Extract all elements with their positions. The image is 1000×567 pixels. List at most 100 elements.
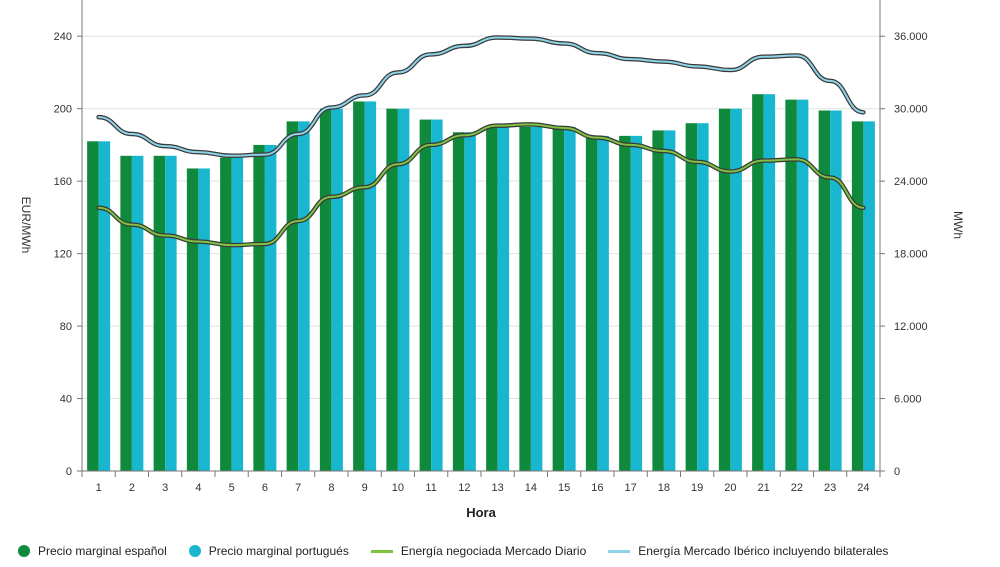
x-tick-label: 5: [229, 482, 235, 494]
bar: [264, 144, 277, 471]
bar: [830, 110, 842, 471]
x-tick-label: 21: [758, 482, 770, 494]
legend-item-energia-iberico[interactable]: Energía Mercado Ibérico incluyendo bilat…: [608, 544, 888, 558]
y-ticks-left: 0 40 80 120 160 200 240: [54, 31, 82, 478]
y-tick-label-right: 36.000: [894, 31, 928, 43]
x-ticks: 1 2 3 4 5 6 7 8 9 10 11 12 13 14 15 16 17 18 19 20 21 22 23 24: [81, 471, 881, 494]
bar: [131, 155, 144, 472]
bar: [198, 168, 210, 471]
x-tick-label: 12: [458, 482, 470, 494]
legend-item-precio-portugues[interactable]: Precio marginal portugués: [188, 544, 349, 558]
x-tick-label: 11: [425, 482, 436, 494]
chart: 1 2 3 4 5 6 7 8 9 10 11 12 13 14 15 16 17 18 19 20 21 22 23 24 …: [19, 0, 965, 520]
x-tick-label: 7: [295, 482, 301, 494]
bar: [530, 126, 543, 472]
y-tick-label-right: 6.000: [894, 394, 922, 406]
bar: [619, 135, 631, 471]
bar: [763, 94, 776, 471]
gridlines: [82, 35, 880, 400]
x-tick-label: 6: [262, 482, 268, 494]
x-tick-label: 8: [328, 482, 334, 494]
bar: [364, 101, 377, 471]
legend-item-energia-diario[interactable]: Energía negociada Mercado Diario: [370, 544, 587, 558]
legend-label: Energía negociada Mercado Diario: [400, 544, 587, 558]
x-tick-label: 3: [162, 482, 168, 494]
bar: [597, 135, 609, 471]
bar: [452, 132, 465, 471]
x-tick-label: 10: [392, 482, 404, 494]
bar: [564, 126, 576, 472]
bar: [319, 108, 332, 471]
y-tick-label-left: 0: [66, 466, 72, 478]
y-tick-label-right: 30.000: [894, 104, 928, 116]
legend-dot-icon: [18, 545, 30, 557]
bar: [419, 119, 432, 472]
bar: [486, 126, 498, 472]
bar: [286, 121, 299, 471]
bar: [253, 144, 265, 471]
x-tick-label: 20: [724, 482, 736, 494]
x-tick-label: 19: [691, 482, 703, 494]
legend-label: Energía Mercado Ibérico incluyendo bilat…: [638, 544, 889, 558]
x-tick-label: 1: [96, 482, 102, 494]
x-tick-label: 22: [791, 482, 803, 494]
x-tick-label: 23: [824, 482, 836, 494]
y-tick-label-left: 40: [60, 394, 72, 406]
bar: [785, 99, 797, 471]
y-tick-label-right: 12.000: [894, 321, 928, 333]
legend-line-icon: [370, 549, 393, 553]
bar: [863, 121, 875, 471]
legend-label: Precio marginal portugués: [208, 544, 349, 558]
y-tick-label-right: 18.000: [894, 249, 928, 261]
bar: [397, 108, 410, 471]
x-tick-label: 4: [195, 482, 201, 494]
bar: [98, 141, 111, 472]
legend-line-icon: [608, 549, 631, 553]
bar: [497, 126, 510, 472]
y-tick-label-right: 0: [894, 466, 900, 478]
bar: [464, 132, 476, 471]
bar: [120, 155, 132, 472]
bar: [220, 157, 232, 471]
x-tick-label: 15: [558, 482, 570, 494]
legend-item-precio-espanol[interactable]: Precio marginal español: [18, 544, 167, 558]
bar: [298, 121, 310, 471]
series-line: [97, 36, 865, 157]
bar: [353, 101, 365, 471]
y-axis-right-title: MWh: [951, 211, 965, 239]
x-tick-label: 16: [591, 482, 603, 494]
bar: [730, 108, 742, 471]
legend-label: Precio marginal español: [38, 544, 167, 558]
bar: [697, 123, 709, 471]
bar: [652, 130, 664, 471]
x-tick-label: 2: [129, 482, 135, 494]
x-tick-label: 24: [857, 482, 869, 494]
y-tick-label-left: 120: [54, 249, 72, 261]
bar: [165, 155, 177, 472]
bar: [796, 99, 809, 471]
y-axis-left-title: EUR/MWh: [19, 197, 33, 254]
bar: [87, 141, 99, 472]
legend-dot-icon: [188, 545, 201, 557]
series-lines: [96, 35, 866, 248]
bar: [685, 123, 698, 471]
x-tick-label: 17: [625, 482, 637, 494]
y-tick-label-left: 160: [54, 176, 72, 188]
bar: [818, 110, 831, 471]
bar: [231, 157, 244, 471]
x-tick-label: 18: [658, 482, 670, 494]
y-tick-label-left: 200: [54, 104, 72, 116]
x-tick-label: 9: [362, 482, 368, 494]
bar: [752, 94, 764, 471]
bar: [718, 108, 731, 471]
y-ticks-right: 0 6.000 12.000 18.000 24.000 30.000 36.000: [880, 31, 928, 478]
series-line-shadow: [96, 122, 866, 248]
bar: [630, 135, 643, 471]
bar: [663, 130, 676, 471]
bar: [851, 121, 864, 471]
bar: [585, 135, 598, 471]
bar: [153, 155, 166, 472]
bars: [87, 94, 875, 472]
x-tick-label: 14: [525, 482, 537, 494]
x-axis-title: Hora: [466, 505, 496, 520]
